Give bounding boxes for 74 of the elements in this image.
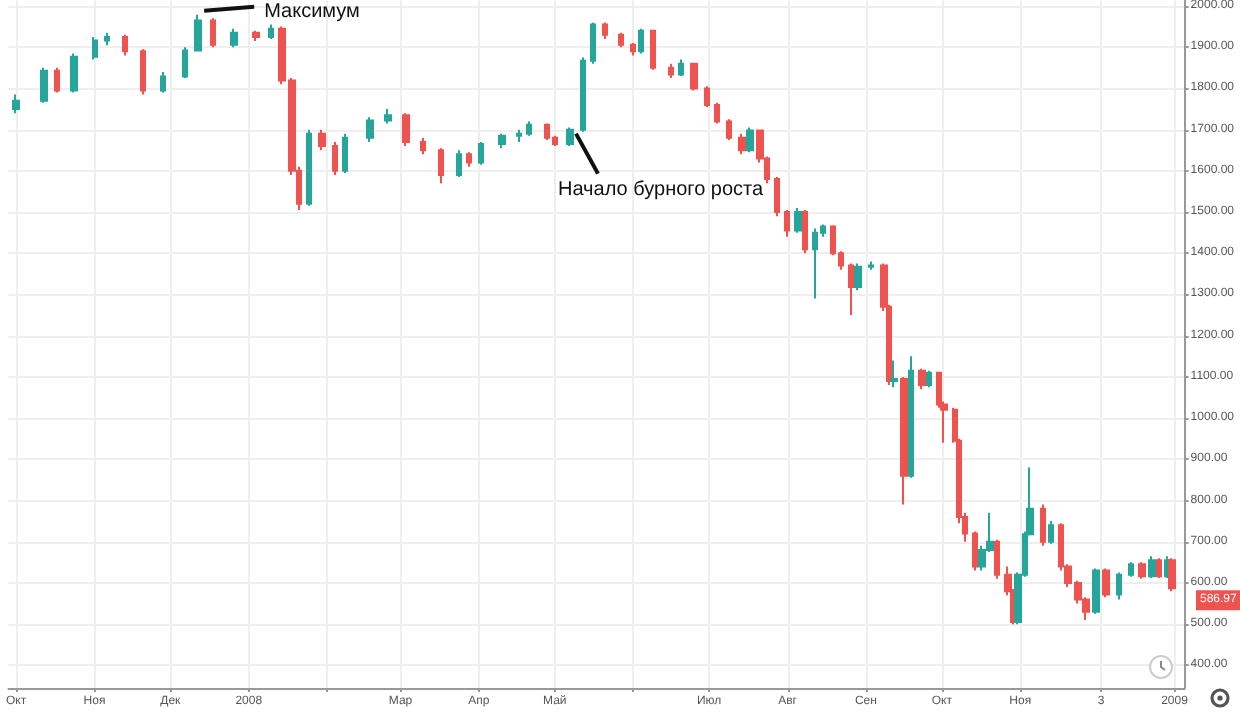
annotation: Максимум <box>264 1 361 23</box>
candlestick <box>726 118 732 141</box>
candlestick <box>70 52 78 94</box>
candlestick <box>92 35 98 61</box>
candlestick <box>420 136 426 156</box>
candlestick <box>802 208 808 255</box>
candlestick <box>160 70 166 94</box>
candlestick <box>210 17 216 49</box>
candlestick <box>1048 520 1054 545</box>
candlestick <box>714 101 720 125</box>
candlestick <box>900 375 908 506</box>
candlestick <box>1138 561 1146 580</box>
candlestick <box>994 538 1000 580</box>
candlestick <box>1128 561 1134 578</box>
candlestick <box>516 128 522 143</box>
candlestick <box>1156 557 1162 579</box>
candlestick <box>104 31 110 47</box>
candlestick <box>738 132 746 156</box>
candlestick <box>848 262 854 317</box>
candlestick <box>908 355 914 479</box>
candlestick <box>650 28 656 71</box>
candlestick <box>784 208 790 238</box>
candlestick <box>384 108 392 125</box>
candlestick <box>638 27 644 55</box>
candlestick <box>478 140 484 166</box>
candlestick <box>972 530 978 572</box>
candlestick <box>1092 567 1100 615</box>
candlestick <box>1116 571 1122 601</box>
candlestick <box>332 140 338 176</box>
candlestick <box>194 13 202 53</box>
candlestick <box>918 367 926 391</box>
candlestick <box>566 126 574 148</box>
candlestick <box>544 122 550 141</box>
candlestick <box>678 58 684 78</box>
candlestick <box>794 206 802 234</box>
candlestick <box>318 128 326 152</box>
candlestick <box>526 120 532 137</box>
candlestick <box>868 260 874 271</box>
candlestick <box>40 66 48 104</box>
candlestick <box>366 116 374 143</box>
candlestick <box>618 31 624 49</box>
candlestick <box>602 21 608 40</box>
candlestick <box>1102 567 1110 599</box>
candlestick <box>1168 557 1176 593</box>
candlestick <box>182 46 188 80</box>
candlestick <box>854 262 862 292</box>
candlestick <box>704 85 710 108</box>
candlestick <box>402 112 410 148</box>
candlestick <box>230 27 238 49</box>
candlestick <box>306 128 312 207</box>
annotation: Начало бурного роста <box>557 178 765 201</box>
candlestick <box>12 93 20 115</box>
candlestick <box>580 56 586 133</box>
candlestick <box>690 61 698 92</box>
candlestick <box>774 176 780 218</box>
candlestick <box>590 21 596 65</box>
candlestick <box>890 359 898 389</box>
candlestick <box>252 29 260 43</box>
candlestick <box>812 227 818 300</box>
candlestick <box>438 147 444 185</box>
candlestick <box>342 132 348 174</box>
candlestick <box>630 42 636 57</box>
candlestick <box>122 33 128 57</box>
candlestick <box>1040 503 1046 547</box>
candlestick <box>466 151 472 168</box>
candlestick <box>268 23 274 40</box>
candlestick <box>456 149 462 179</box>
candlestick <box>926 369 932 389</box>
candlestick <box>668 62 674 80</box>
candlestick <box>746 126 754 154</box>
candlestick <box>140 48 146 96</box>
candlestick <box>1148 555 1156 579</box>
candlestick <box>54 66 60 94</box>
candlestick <box>498 132 506 150</box>
